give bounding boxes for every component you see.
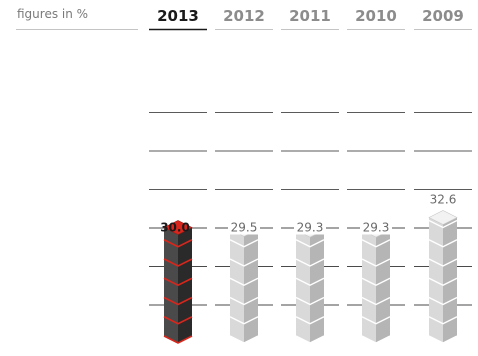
unit-label-rule — [16, 29, 138, 30]
value-label-2011: 29.3 — [297, 221, 324, 235]
bar-2012 — [229, 222, 259, 344]
value-label-2012: 29.5 — [231, 221, 258, 235]
value-label-bg-2011 — [294, 220, 326, 235]
year-label-2013: 2013 — [157, 7, 199, 25]
bar-2010 — [361, 222, 391, 344]
value-label-2010: 29.3 — [363, 221, 390, 235]
value-label-bg-2010 — [360, 220, 392, 235]
year-label-2011: 2011 — [289, 7, 331, 25]
year-label-2012: 2012 — [223, 7, 265, 25]
value-label-2013: 30.0 — [160, 221, 190, 235]
year-label-2010: 2010 — [355, 7, 397, 25]
year-label-2009: 2009 — [422, 7, 464, 25]
value-label-bg-2012 — [228, 220, 260, 235]
bar-2011 — [295, 222, 325, 344]
bar-2013 — [163, 220, 193, 344]
value-label-2009: 32.6 — [430, 192, 457, 206]
bar-2009 — [428, 210, 458, 344]
unit-label: figures in % — [17, 7, 89, 21]
